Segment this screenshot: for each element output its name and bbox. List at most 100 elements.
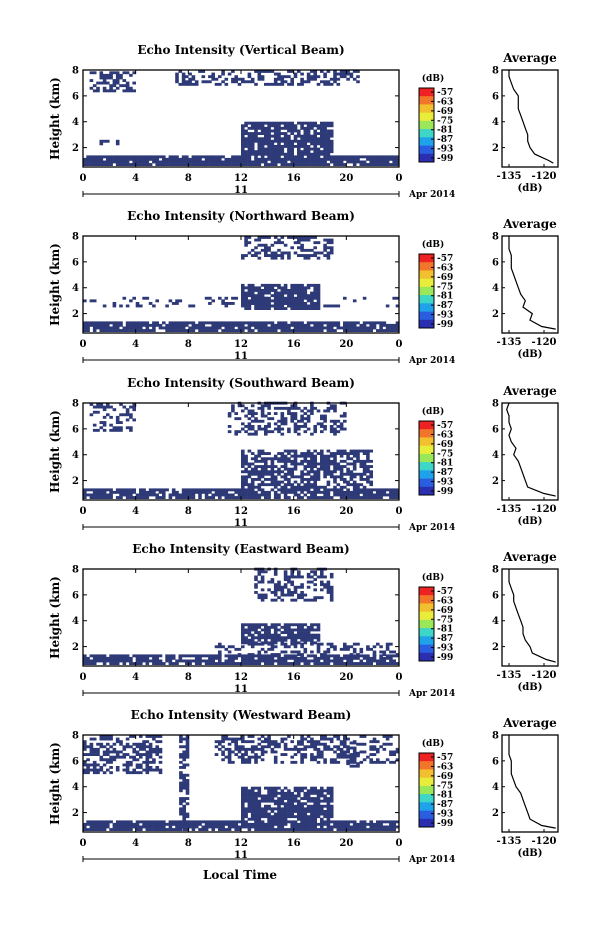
echo-cell	[115, 654, 120, 658]
echo-cell	[257, 124, 262, 128]
echo-cell	[306, 254, 311, 257]
echo-cell	[179, 766, 183, 769]
echo-cell	[83, 825, 87, 829]
echo-cell	[191, 163, 196, 166]
echo-cell	[349, 321, 354, 325]
echo-cell	[280, 457, 285, 461]
echo-cell	[290, 307, 294, 310]
colorbar-tick-label: -99	[437, 653, 453, 663]
echo-cell	[306, 454, 311, 458]
echo-cell	[273, 329, 278, 332]
echo-cell	[119, 656, 123, 660]
colorbar-tick-label: -63	[437, 596, 453, 606]
echo-cell	[300, 807, 304, 811]
echo-field	[83, 70, 400, 166]
echo-cell	[392, 296, 396, 300]
echo-cell	[122, 163, 127, 166]
echo-cell	[139, 742, 143, 746]
echo-cell	[310, 575, 314, 579]
echo-cell	[283, 656, 288, 660]
echo-cell	[102, 86, 107, 90]
echo-cell	[326, 155, 331, 159]
echo-cell	[349, 155, 354, 159]
echo-cell	[293, 645, 298, 649]
echo-cell	[96, 160, 100, 164]
echo-cell	[379, 488, 383, 492]
echo-cell	[300, 753, 304, 756]
echo-cell	[287, 323, 291, 327]
echo-cell	[139, 654, 143, 658]
echo-cell	[333, 490, 337, 494]
echo-cell	[247, 623, 252, 627]
plot-frame	[82, 568, 400, 667]
echo-cell	[241, 817, 245, 821]
echo-cell	[290, 417, 294, 421]
echo-cell	[306, 134, 311, 138]
y-axis-label: Height (km)	[48, 742, 62, 825]
echo-cell	[293, 828, 298, 831]
y-tick-label: 8	[72, 232, 79, 243]
echo-cell	[297, 70, 301, 73]
echo-cell	[333, 160, 337, 164]
echo-cell	[208, 296, 212, 300]
echo-cell	[185, 745, 190, 749]
echo-cell	[336, 483, 341, 487]
echo-cell	[188, 493, 192, 497]
echo-cell	[310, 283, 314, 287]
echo-cell	[165, 659, 169, 663]
echo-cell	[247, 470, 252, 474]
echo-cell	[287, 289, 291, 292]
echo-cell	[356, 75, 360, 79]
echo-cell	[369, 160, 373, 164]
profile-title: Average	[502, 384, 557, 398]
echo-cell	[346, 467, 350, 471]
echo-cell	[241, 641, 245, 645]
echo-cell	[273, 134, 278, 138]
echo-cell	[277, 480, 281, 484]
echo-cell	[287, 472, 291, 476]
echo-cell	[287, 134, 291, 138]
echo-cell	[89, 321, 94, 325]
echo-cell	[115, 766, 120, 769]
echo-cell	[247, 628, 252, 632]
echo-cell	[221, 302, 225, 305]
echo-cell	[92, 160, 97, 164]
echo-cell	[270, 625, 275, 629]
echo-cell	[323, 454, 327, 458]
echo-cell	[300, 653, 304, 656]
echo-cell	[280, 636, 285, 640]
echo-cell	[182, 797, 186, 800]
echo-cell	[264, 799, 268, 803]
echo-cell	[182, 781, 186, 785]
echo-field	[83, 236, 400, 332]
colorbar-tick-label: -81	[437, 625, 453, 635]
echo-cell	[287, 480, 291, 484]
echo-cell	[267, 404, 271, 408]
echo-cell	[135, 766, 140, 769]
echo-cell	[310, 493, 314, 497]
echo-cell	[234, 296, 238, 300]
echo-cell	[310, 412, 314, 415]
echo-cell	[273, 828, 278, 831]
x-tick-label: 0	[80, 173, 87, 184]
echo-cell	[270, 294, 275, 298]
echo-cell	[92, 155, 97, 159]
echo-cell	[171, 488, 176, 492]
echo-cell	[385, 323, 390, 327]
echo-cell	[277, 659, 281, 663]
echo-cell	[106, 323, 110, 327]
echo-cell	[320, 430, 324, 434]
echo-cell	[329, 132, 334, 135]
echo-cell	[148, 766, 153, 769]
echo-cell	[379, 656, 383, 660]
echo-cell	[313, 791, 317, 795]
echo-cell	[152, 825, 156, 829]
echo-cell	[142, 321, 146, 325]
echo-cell	[349, 662, 354, 665]
profile-title: Average	[502, 217, 557, 231]
echo-cell	[257, 650, 262, 654]
echo-cell	[280, 307, 285, 310]
echo-cell	[287, 747, 291, 751]
echo-cell	[96, 496, 100, 499]
echo-cell	[155, 662, 159, 665]
